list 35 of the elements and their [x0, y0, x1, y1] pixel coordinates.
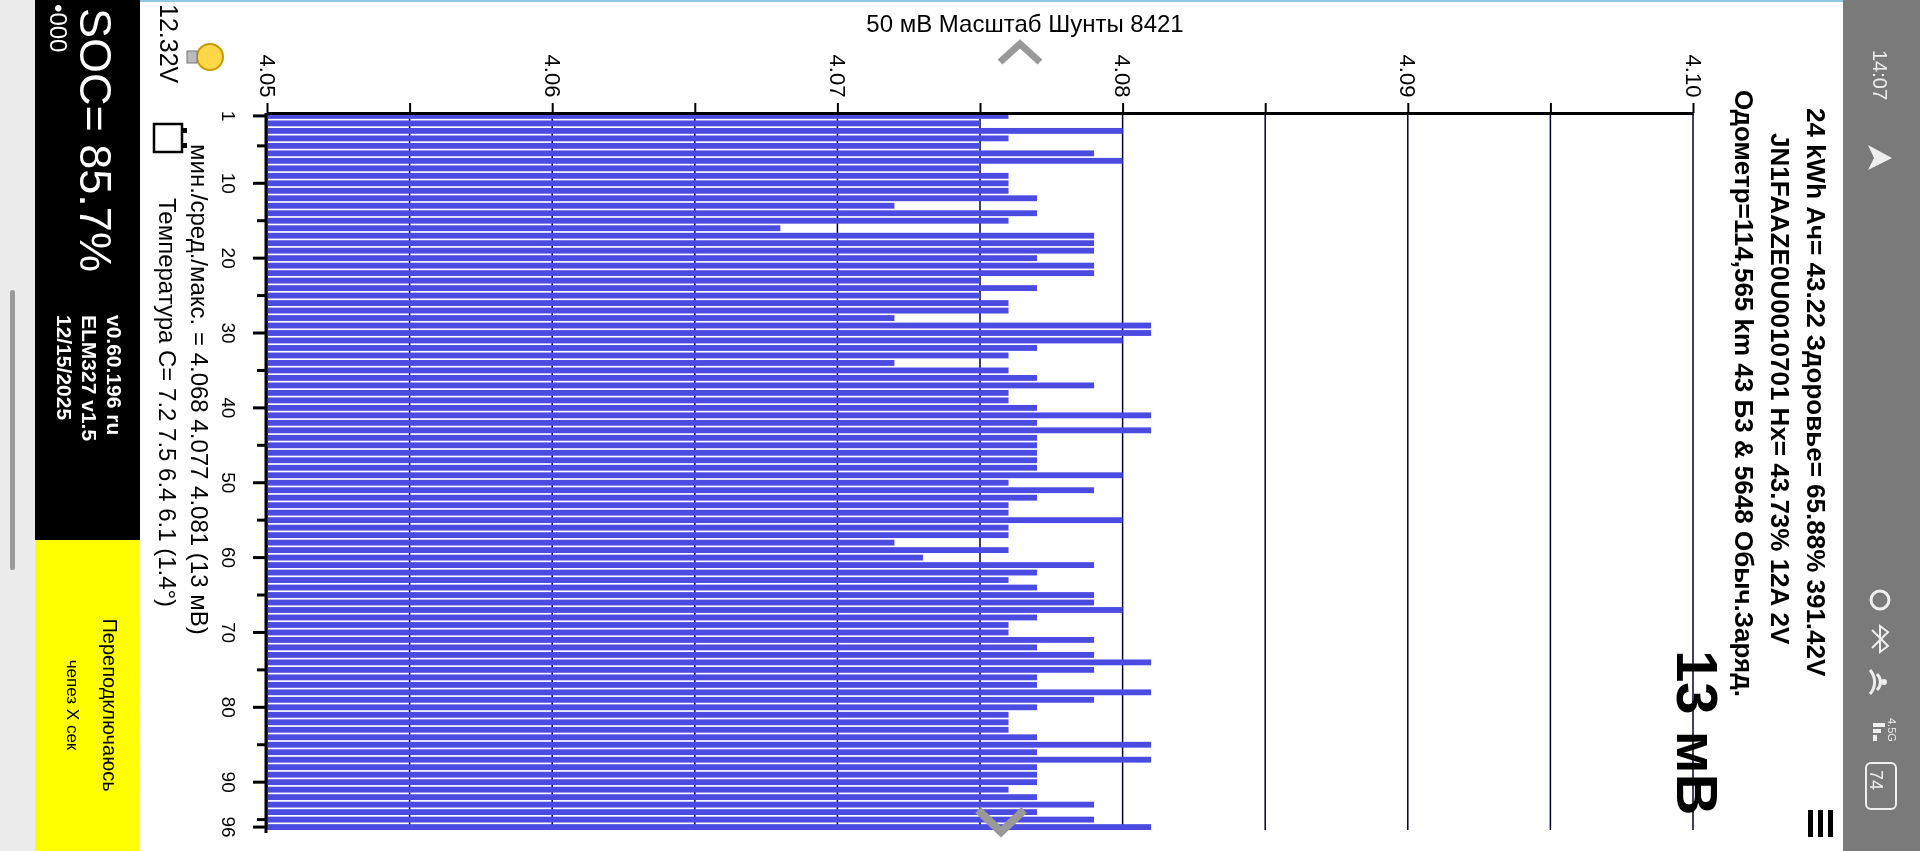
y-tick-label: 30: [218, 322, 239, 344]
y-tick-label: 90: [218, 771, 239, 793]
text: 4.5G: [1886, 718, 1898, 742]
text: Температура C= 7.2 7.5 6.4 6.1 (1.4°): [154, 198, 181, 608]
y-tick-label: 20: [218, 247, 239, 269]
text: 74: [1866, 770, 1886, 791]
text: мин./сред./макс. = 4.068 4.077 4.081 (13 мВ): [186, 144, 213, 635]
y-tick-label: 96: [218, 816, 239, 838]
text: 12.32V: [155, 4, 183, 84]
y-tick-label: 10: [218, 172, 239, 194]
text: •000: [45, 4, 72, 53]
x-tick-label: 4.10: [1680, 54, 1706, 98]
y-tick-label: 60: [218, 547, 239, 569]
x-tick-label: 4.08: [1110, 54, 1136, 98]
text: Одометр=114,565 km 43 Б3 & 5648 Обыч.Заряд.: [1729, 90, 1759, 697]
x-tick-label: 4.05: [254, 54, 280, 98]
y-tick-label: 80: [218, 696, 239, 718]
x-tick-label: 4.09: [1395, 54, 1421, 98]
text: 12/15/2025: [53, 315, 76, 421]
text: v0.60.196 ru: [103, 315, 126, 436]
y-tick-label: 40: [218, 397, 239, 419]
text: JN1FAAZE0U0010701 Hx= 43.73% 12A 2V: [1765, 133, 1795, 646]
annotation: 13 мВ: [1665, 650, 1730, 816]
y-tick-label: 1: [218, 110, 239, 122]
text: ELM327 v1.5: [78, 315, 101, 442]
text: 24 kWh Ач= 43.22 Здоровье= 65.88% 391.42V: [1801, 108, 1831, 678]
text: Переподключаюсь: [99, 618, 121, 792]
text: SOC= 85.7%: [70, 8, 121, 272]
y-tick-label: 70: [218, 621, 239, 644]
text: 14:07: [1869, 50, 1891, 101]
x-tick-label: 4.07: [824, 54, 850, 98]
x-tick-label: 4.06: [539, 54, 565, 98]
chart-title: 50 мВ Масштаб Шунты 8421: [866, 10, 1184, 37]
text: чепез X сек: [63, 659, 82, 751]
y-tick-label: 50: [218, 472, 239, 494]
